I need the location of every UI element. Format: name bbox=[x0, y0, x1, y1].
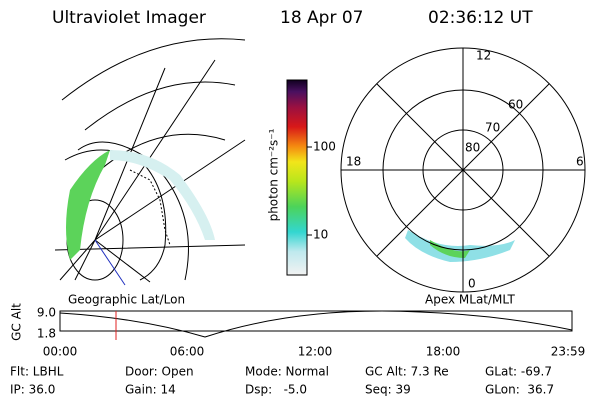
mlat-label: 70 bbox=[485, 121, 500, 135]
date: 18 Apr 07 bbox=[280, 8, 363, 28]
y-tick-label: 1.8 bbox=[37, 327, 56, 341]
info-field: GC Alt: 7.3 Re bbox=[365, 365, 449, 379]
mlt-label: 18 bbox=[346, 155, 361, 169]
info-field: Dsp: -5.0 bbox=[245, 383, 307, 397]
altitude-curve bbox=[59, 310, 573, 338]
mlt-label: 6 bbox=[576, 155, 584, 169]
right-panel-label: Apex MLat/MLT bbox=[425, 293, 515, 307]
polar-plot: 12 18 6 0 60 70 80 bbox=[340, 47, 586, 293]
mlt-label: 0 bbox=[468, 277, 476, 291]
info-field: Gain: 14 bbox=[125, 383, 176, 397]
colorbar-tick-label: 100 bbox=[313, 140, 336, 154]
mlt-label: 12 bbox=[476, 49, 491, 63]
aurora bbox=[66, 150, 110, 260]
aurora-faint bbox=[110, 150, 215, 240]
geographic-map bbox=[54, 38, 246, 286]
info-field: Flt: LBHL bbox=[10, 365, 64, 379]
info-field: Mode: Normal bbox=[245, 365, 329, 379]
time-label: 23:59 bbox=[551, 345, 586, 359]
left-panel-label: Geographic Lat/Lon bbox=[68, 293, 185, 307]
aurora bbox=[405, 230, 515, 262]
mlat-label: 60 bbox=[508, 98, 523, 112]
altitude-axis-label: GC Alt bbox=[10, 303, 24, 341]
info-field: Seq: 39 bbox=[365, 383, 411, 397]
meridian bbox=[94, 239, 126, 286]
altitude-frame bbox=[59, 310, 573, 332]
info-field: Door: Open bbox=[125, 365, 194, 379]
time-label: 12:00 bbox=[298, 345, 333, 359]
time-label: 06:00 bbox=[170, 345, 205, 359]
info-field: GLat: -69.7 bbox=[485, 365, 552, 379]
time-label: 18:00 bbox=[426, 345, 461, 359]
aurora-core bbox=[430, 240, 470, 258]
info-field: IP: 36.0 bbox=[10, 383, 55, 397]
time-label: 00:00 bbox=[43, 345, 78, 359]
colorbar-label: photon cm⁻²s⁻¹ bbox=[267, 128, 281, 221]
y-tick-label: 9.0 bbox=[37, 306, 56, 320]
info-block: Flt: LBHL Door: Open Mode: Normal GC Alt: 7… bbox=[10, 365, 554, 397]
colorbar-tick-label: 10 bbox=[313, 228, 328, 242]
colorbar bbox=[286, 79, 308, 276]
instrument-title: Ultraviolet Imager bbox=[52, 8, 206, 28]
time: 02:36:12 UT bbox=[428, 8, 533, 28]
mlat-label: 80 bbox=[465, 141, 480, 155]
info-field: GLon: 36.7 bbox=[485, 383, 554, 397]
